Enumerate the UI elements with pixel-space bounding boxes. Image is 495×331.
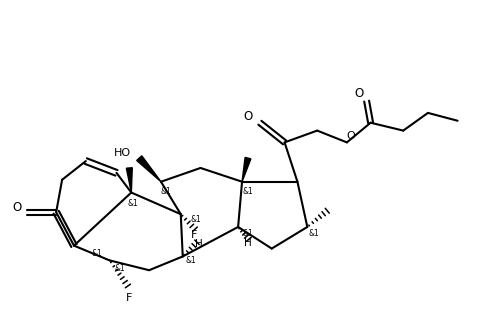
Text: &1: &1: [309, 229, 320, 238]
Text: &1: &1: [243, 229, 253, 238]
Text: F: F: [191, 230, 197, 240]
Polygon shape: [137, 156, 161, 182]
Text: &1: &1: [243, 187, 253, 196]
Text: &1: &1: [190, 214, 201, 223]
Text: F: F: [126, 293, 133, 303]
Polygon shape: [126, 168, 132, 193]
Text: &1: &1: [128, 199, 139, 208]
Text: &1: &1: [114, 264, 125, 273]
Text: &1: &1: [92, 249, 102, 258]
Text: O: O: [12, 201, 21, 214]
Text: &1: &1: [160, 187, 171, 196]
Text: H: H: [195, 239, 202, 249]
Text: O: O: [244, 110, 252, 123]
Text: HO: HO: [114, 148, 131, 158]
Text: &1: &1: [185, 256, 196, 265]
Text: O: O: [346, 130, 355, 141]
Polygon shape: [242, 158, 251, 182]
Text: H: H: [244, 238, 252, 248]
Text: O: O: [354, 87, 363, 100]
